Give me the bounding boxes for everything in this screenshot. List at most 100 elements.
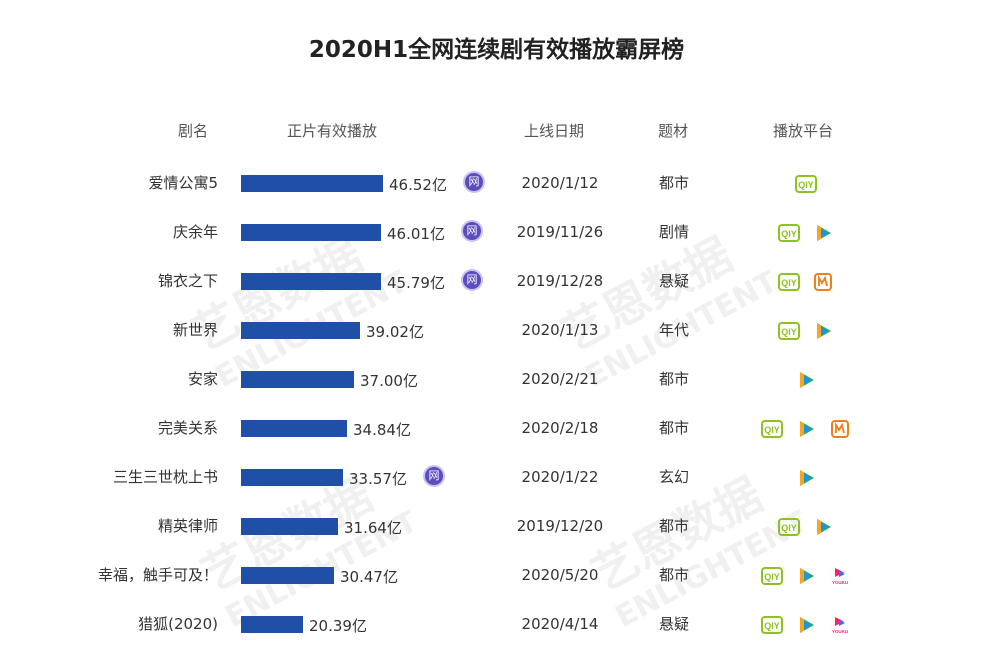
play-value-label: 46.52亿: [389, 176, 447, 194]
genre: 玄幻: [658, 468, 689, 486]
tencent-icon: [795, 469, 817, 487]
play-bar: [241, 616, 303, 633]
iqiyi-icon: QIY: [761, 420, 783, 438]
platform-icons: QIY YOUKU: [744, 565, 868, 587]
table-row: 庆余年 46.01亿网 2019/11/26 剧情 QIY: [0, 219, 993, 259]
youku-icon: YOUKU: [829, 616, 851, 634]
release-date: 2019/12/20: [516, 517, 604, 535]
platform-icons: QIY: [744, 320, 868, 342]
drama-name: 新世界: [172, 321, 218, 339]
play-bar: [241, 322, 360, 339]
drama-name: 精英律师: [157, 517, 218, 535]
svg-text:QIY: QIY: [781, 523, 797, 533]
platform-icons: QIY: [744, 173, 868, 195]
svg-text:YOUKU: YOUKU: [832, 580, 848, 585]
genre: 年代: [658, 321, 689, 339]
table-row: 爱情公寓5 46.52亿网 2020/1/12 都市 QIY: [0, 170, 993, 210]
drama-name: 猎狐(2020): [138, 615, 218, 633]
svg-text:QIY: QIY: [781, 278, 797, 288]
tencent-icon: [812, 322, 834, 340]
genre: 都市: [658, 517, 689, 535]
table-row: 完美关系 34.84亿 2020/2/18 都市 QIY: [0, 415, 993, 455]
iqiyi-icon: QIY: [778, 322, 800, 340]
mango-icon: [812, 273, 834, 291]
play-bar: [241, 273, 381, 290]
platform-icons: [744, 369, 868, 391]
table-row: 精英律师 31.64亿 2019/12/20 都市 QIY: [0, 513, 993, 553]
drama-name: 安家: [187, 370, 218, 388]
mango-icon: [829, 420, 851, 438]
drama-name: 完美关系: [157, 419, 218, 437]
play-bar: [241, 420, 347, 437]
genre: 剧情: [658, 223, 689, 241]
platform-icons: QIY: [744, 418, 868, 440]
svg-text:QIY: QIY: [764, 425, 780, 435]
drama-name: 爱情公寓5: [148, 174, 218, 192]
tencent-icon: [812, 224, 834, 242]
wang-badge-icon: 网: [461, 269, 483, 291]
play-bar: [241, 175, 383, 192]
header-plays: 正片有效播放: [287, 122, 378, 140]
genre: 都市: [658, 370, 689, 388]
release-date: 2020/1/22: [521, 468, 599, 486]
iqiyi-icon: QIY: [761, 616, 783, 634]
genre: 都市: [658, 174, 689, 192]
play-value-label: 33.57亿: [349, 470, 407, 488]
drama-name: 三生三世枕上书: [112, 468, 218, 486]
iqiyi-icon: QIY: [778, 273, 800, 291]
chart-title: 2020H1全网连续剧有效播放霸屏榜: [308, 37, 685, 63]
drama-name: 锦衣之下: [157, 272, 218, 290]
svg-text:YOUKU: YOUKU: [832, 629, 848, 634]
genre: 都市: [658, 419, 689, 437]
table-row: 幸福，触手可及！ 30.47亿 2020/5/20 都市 QIY YOUKU: [0, 562, 993, 602]
play-value-label: 34.84亿: [353, 421, 411, 439]
header-date: 上线日期: [524, 122, 585, 140]
svg-text:QIY: QIY: [781, 327, 797, 337]
drama-name: 庆余年: [172, 223, 218, 241]
svg-text:QIY: QIY: [764, 572, 780, 582]
wang-badge-icon: 网: [461, 220, 483, 242]
tencent-icon: [795, 420, 817, 438]
play-bar: [241, 567, 334, 584]
play-bar: [241, 224, 381, 241]
play-value-label: 46.01亿: [387, 225, 445, 243]
release-date: 2020/1/12: [521, 174, 599, 192]
platform-icons: QIY YOUKU: [744, 614, 868, 636]
platform-icons: [744, 467, 868, 489]
genre: 都市: [658, 566, 689, 584]
table-row: 三生三世枕上书 33.57亿网 2020/1/22 玄幻: [0, 464, 993, 504]
iqiyi-icon: QIY: [761, 567, 783, 585]
play-value-label: 39.02亿: [366, 323, 424, 341]
youku-icon: YOUKU: [829, 567, 851, 585]
release-date: 2020/5/20: [521, 566, 599, 584]
tencent-icon: [795, 371, 817, 389]
header-genre: 题材: [658, 122, 689, 140]
header-platform: 播放平台: [773, 122, 834, 140]
platform-icons: QIY: [744, 222, 868, 244]
play-bar: [241, 469, 343, 486]
release-date: 2020/4/14: [521, 615, 599, 633]
genre: 悬疑: [658, 615, 689, 633]
iqiyi-icon: QIY: [778, 224, 800, 242]
platform-icons: QIY: [744, 516, 868, 538]
release-date: 2020/2/18: [521, 419, 599, 437]
svg-text:QIY: QIY: [798, 180, 814, 190]
svg-text:QIY: QIY: [781, 229, 797, 239]
release-date: 2020/2/21: [521, 370, 599, 388]
table-row: 锦衣之下 45.79亿网 2019/12/28 悬疑 QIY: [0, 268, 993, 308]
svg-text:QIY: QIY: [764, 621, 780, 631]
wang-badge-icon: 网: [463, 171, 485, 193]
header-name: 剧名: [178, 122, 209, 140]
tencent-icon: [795, 567, 817, 585]
iqiyi-icon: QIY: [778, 518, 800, 536]
tencent-icon: [795, 616, 817, 634]
release-date: 2020/1/13: [521, 321, 599, 339]
release-date: 2019/12/28: [516, 272, 604, 290]
play-bar: [241, 518, 338, 535]
release-date: 2019/11/26: [516, 223, 604, 241]
table-row: 安家 37.00亿 2020/2/21 都市: [0, 366, 993, 406]
play-value-label: 20.39亿: [309, 617, 367, 635]
wang-badge-icon: 网: [423, 465, 445, 487]
tencent-icon: [812, 518, 834, 536]
